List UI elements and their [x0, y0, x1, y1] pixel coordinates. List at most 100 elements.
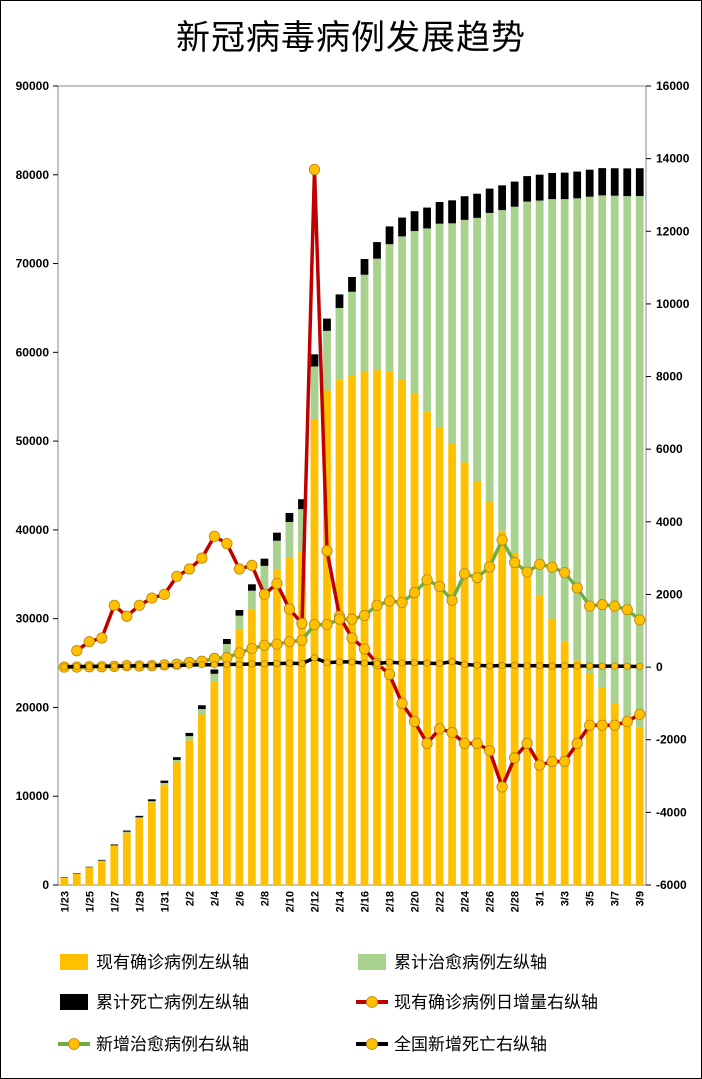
series-point-1 — [371, 599, 383, 611]
bar-current — [72, 873, 81, 885]
x-tick-label: 2/16 — [360, 891, 372, 912]
series-point-0 — [458, 737, 471, 749]
bar-current — [135, 818, 144, 885]
bar-cured — [335, 307, 344, 380]
bar-cured — [448, 223, 456, 443]
series-point-2 — [310, 654, 319, 662]
series-point-1 — [233, 647, 246, 659]
series-point-2 — [511, 661, 519, 669]
series-point-2 — [360, 659, 369, 667]
right-tick-label: -6000 — [656, 878, 687, 892]
bar-death — [273, 532, 281, 541]
bar-death — [260, 558, 269, 566]
series-point-1 — [484, 561, 496, 573]
bar-current — [323, 390, 331, 885]
bar-death — [60, 877, 69, 878]
series-point-0 — [609, 719, 621, 731]
bar-current — [122, 832, 131, 885]
series-point-1 — [396, 596, 408, 609]
bar-current — [373, 370, 381, 886]
bar-current — [260, 589, 269, 885]
series-point-0 — [408, 715, 421, 728]
series-point-0 — [296, 617, 308, 630]
series-point-2 — [498, 661, 506, 670]
left-tick-label: 40000 — [16, 523, 50, 537]
bar-cured — [348, 291, 356, 376]
series-point-1 — [308, 618, 321, 631]
bar-death — [298, 499, 306, 510]
bar-death — [423, 207, 431, 229]
series-point-2 — [373, 659, 381, 668]
series-point-0 — [208, 530, 220, 542]
bar-cured — [385, 244, 394, 372]
series-point-2 — [385, 658, 394, 666]
series-point-2 — [448, 658, 456, 666]
bar-current — [523, 571, 532, 885]
bar-cured — [285, 521, 294, 558]
bar-current — [473, 481, 481, 885]
bar-current — [398, 379, 406, 885]
bar-current — [348, 375, 356, 885]
series-point-2 — [623, 662, 631, 670]
bar-death — [97, 859, 106, 861]
series-point-1 — [458, 568, 471, 580]
bar-death — [85, 866, 94, 868]
series-point-2 — [135, 662, 143, 670]
legend-label: 现有确诊病例日增量右纵轴 — [394, 993, 598, 1013]
bar-current — [210, 681, 219, 885]
series-point-0 — [233, 563, 246, 575]
bar-cured — [323, 330, 331, 391]
bar-death — [635, 168, 644, 197]
bar-current — [423, 411, 431, 885]
series-point-0 — [221, 538, 233, 550]
bar-death — [373, 242, 381, 259]
bar-cured — [623, 196, 632, 717]
series-point-2 — [636, 662, 644, 671]
bar-cured — [435, 223, 444, 427]
series-point-0 — [121, 610, 133, 622]
left-tick-label: 0 — [42, 878, 49, 892]
bar-death — [235, 610, 244, 616]
series-point-2 — [423, 659, 431, 667]
series-point-0 — [108, 599, 120, 611]
series-point-0 — [196, 552, 208, 564]
legend-marker — [366, 1038, 378, 1050]
bar-cured — [360, 274, 369, 371]
bar-cured — [560, 199, 569, 642]
bar-current — [535, 595, 544, 885]
series-point-0 — [584, 719, 596, 731]
bar-current — [97, 861, 106, 885]
series-point-2 — [148, 661, 156, 670]
series-point-2 — [235, 660, 244, 669]
legend-label: 现有确诊病例左纵轴 — [96, 953, 249, 973]
series-point-0 — [133, 599, 145, 611]
series-point-0 — [521, 737, 533, 749]
bar-cured — [223, 643, 231, 655]
series-point-1 — [571, 582, 583, 594]
series-point-2 — [460, 660, 469, 669]
bar-current — [172, 762, 181, 885]
series-point-0 — [283, 603, 296, 615]
x-tick-label: 2/24 — [460, 890, 472, 912]
series-point-1 — [596, 599, 608, 611]
bar-cured — [510, 206, 519, 553]
bar-death — [485, 188, 494, 213]
series-point-2 — [260, 660, 269, 668]
series-point-2 — [598, 662, 606, 670]
series-point-2 — [536, 661, 544, 670]
bar-current — [85, 867, 94, 885]
series-point-2 — [210, 661, 218, 669]
series-point-2 — [85, 662, 93, 671]
series-point-0 — [83, 636, 95, 648]
legend-swatch — [358, 954, 386, 970]
series-point-0 — [358, 643, 371, 655]
bar-death — [510, 181, 519, 207]
bar-current — [585, 673, 594, 885]
bar-current — [185, 740, 194, 885]
x-tick-label: 2/12 — [309, 891, 321, 912]
series-point-1 — [333, 613, 346, 625]
series-point-0 — [383, 668, 396, 680]
bar-cured — [97, 860, 106, 862]
x-tick-label: 2/10 — [284, 891, 296, 912]
series-point-0 — [183, 563, 195, 575]
